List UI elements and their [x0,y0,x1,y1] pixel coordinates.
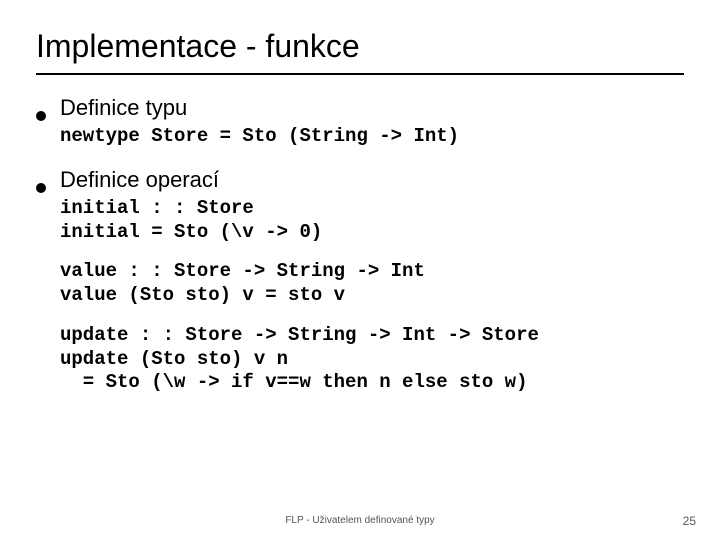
slide: Implementace - funkce Definice typu newt… [0,0,720,540]
bullet-icon [36,111,46,121]
bullet-row: Definice operací [36,167,684,193]
code-block: value : : Store -> String -> Int value (… [60,260,684,308]
page-number: 25 [683,514,696,528]
code-block: update : : Store -> String -> Int -> Sto… [60,324,684,395]
section-heading: Definice operací [60,167,219,193]
section-ops-def: Definice operací initial : : Store initi… [36,167,684,395]
bullet-icon [36,183,46,193]
bullet-row: Definice typu [36,95,684,121]
section-heading: Definice typu [60,95,187,121]
footer-text: FLP - Uživatelem definované typy [0,515,720,526]
section-type-def: Definice typu newtype Store = Sto (Strin… [36,95,684,149]
page-title: Implementace - funkce [36,28,684,75]
code-block: initial : : Store initial = Sto (\v -> 0… [60,197,684,245]
code-block: newtype Store = Sto (String -> Int) [60,125,684,149]
